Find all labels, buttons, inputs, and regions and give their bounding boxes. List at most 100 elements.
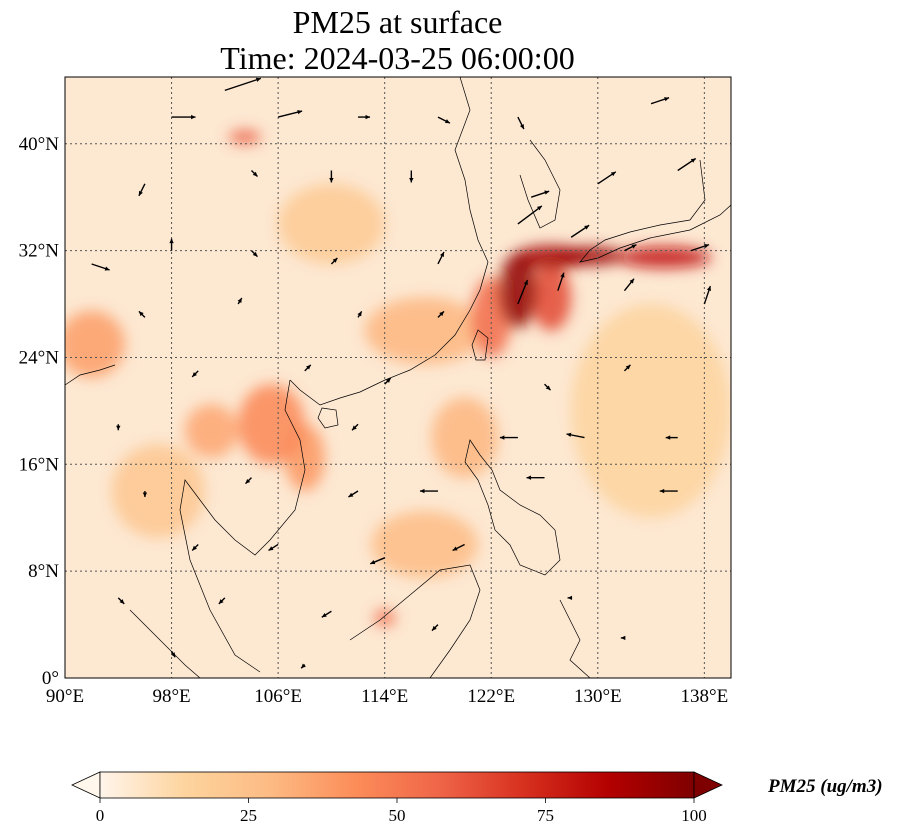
wind-arrow [624,243,637,252]
wind-arrow [138,183,146,197]
wind-arrow [170,650,176,658]
wind-arrow [304,364,312,372]
lon-tick-label: 114°E [361,686,408,707]
lon-tick-label: 138°E [681,686,729,707]
wind-arrow [330,257,338,265]
map-panel [64,76,732,679]
latitude-axis: 0° 8°N 16°N 24°N 32°N 40°N [19,134,60,689]
wind-arrow [117,597,125,605]
colorbar-ticks: 0 25 50 75 100 [96,798,707,825]
lon-tick-label: 122°E [467,686,515,707]
pm25-plume [228,130,261,144]
lat-tick-label: 16°N [19,454,60,475]
map-title: PM25 at surface [292,4,503,40]
pm25-plume [278,183,385,264]
coastline-philippines [464,439,561,576]
wind-arrow [142,491,148,498]
lat-tick-label: 40°N [19,134,60,155]
wind-arrow [277,110,303,118]
wind-arrow [544,383,552,391]
wind-arrow [677,157,697,172]
wind-arrow [351,423,359,431]
pm25-plume [499,253,537,329]
lon-tick-label: 90°E [46,686,84,707]
coastline-india [65,364,116,386]
wind-arrow [237,297,243,305]
wind-arrow [620,635,626,641]
coastlines [65,77,731,678]
wind-arrow [358,114,371,120]
coastline-indochina [179,379,306,673]
wind-arrow [300,663,306,669]
colorbar: 0 25 50 75 100 PM25 (ug/m3) [71,771,883,825]
colorbar-unit-label: PM25 (ug/m3) [767,776,883,797]
coastline-china [289,77,489,406]
wind-arrow [517,205,543,225]
wind-arrow [218,597,226,605]
colorbar-tick-label: 50 [389,806,406,825]
wind-arrow [437,310,445,318]
wind-arrow [597,171,617,185]
wind-arrow [191,370,199,378]
wind-vectors [91,77,712,669]
wind-arrow [91,263,110,271]
wind-arrow [530,190,550,198]
wind-arrow [665,435,678,440]
wind-arrow [431,624,439,632]
wind-arrow [526,475,545,480]
coastline-hainan [317,407,339,429]
wind-arrow [268,543,279,552]
wind-arrow [169,238,174,251]
colorbar-tick-label: 25 [240,806,257,825]
wind-arrow [567,595,573,601]
wind-arrow [557,272,565,291]
wind-arrow [570,224,590,238]
colorbar-extend-low [71,771,101,799]
graticule [65,77,731,678]
lon-tick-label: 98°E [152,686,190,707]
pm25-plume [571,304,731,518]
wind-arrow [703,285,712,305]
wind-arrow [419,488,438,494]
lat-tick-label: 8°N [28,561,59,582]
lat-tick-label: 24°N [19,347,60,368]
wind-arrow [321,610,332,618]
map-time: Time: 2024-03-25 06:00:00 [220,40,575,76]
pm25-plume [65,310,125,378]
colorbar-tick-label: 100 [681,806,707,825]
pm25-plume [111,444,205,538]
wind-arrow [357,311,363,318]
coastline-borneo [349,564,481,678]
wind-arrow [116,424,121,431]
colorbar-tick-label: 75 [537,806,554,825]
wind-arrow [566,432,585,439]
wind-arrow [329,170,334,183]
pm25-plume [531,263,572,331]
map-frame [64,76,732,679]
pm25-plume [364,297,485,365]
wind-arrow [138,310,146,318]
wind-arrow [650,97,670,105]
colorbar-body [99,771,695,799]
pm25-plume [431,397,498,478]
lon-tick-label: 106°E [254,686,302,707]
lat-tick-label: 32°N [19,241,60,262]
coastline-korea [519,139,561,229]
colorbar-extend-high [693,771,723,799]
wind-arrow [690,243,710,252]
wind-arrow [244,477,252,485]
wind-arrow [623,278,635,292]
wind-arrow [224,77,262,92]
colorbar-tick-label: 0 [96,806,105,825]
wind-arrow [250,250,258,258]
wind-arrow [171,114,196,120]
wind-arrow [409,170,414,183]
longitude-axis: 90°E 98°E 106°E 114°E 122°E 130°E 138°E [46,686,728,707]
pm25-plume [371,511,478,578]
wind-arrow [437,251,445,265]
wind-arrow [191,543,199,551]
wind-arrow [517,116,525,130]
wind-arrow [370,557,385,565]
pm25-plume [557,246,625,266]
